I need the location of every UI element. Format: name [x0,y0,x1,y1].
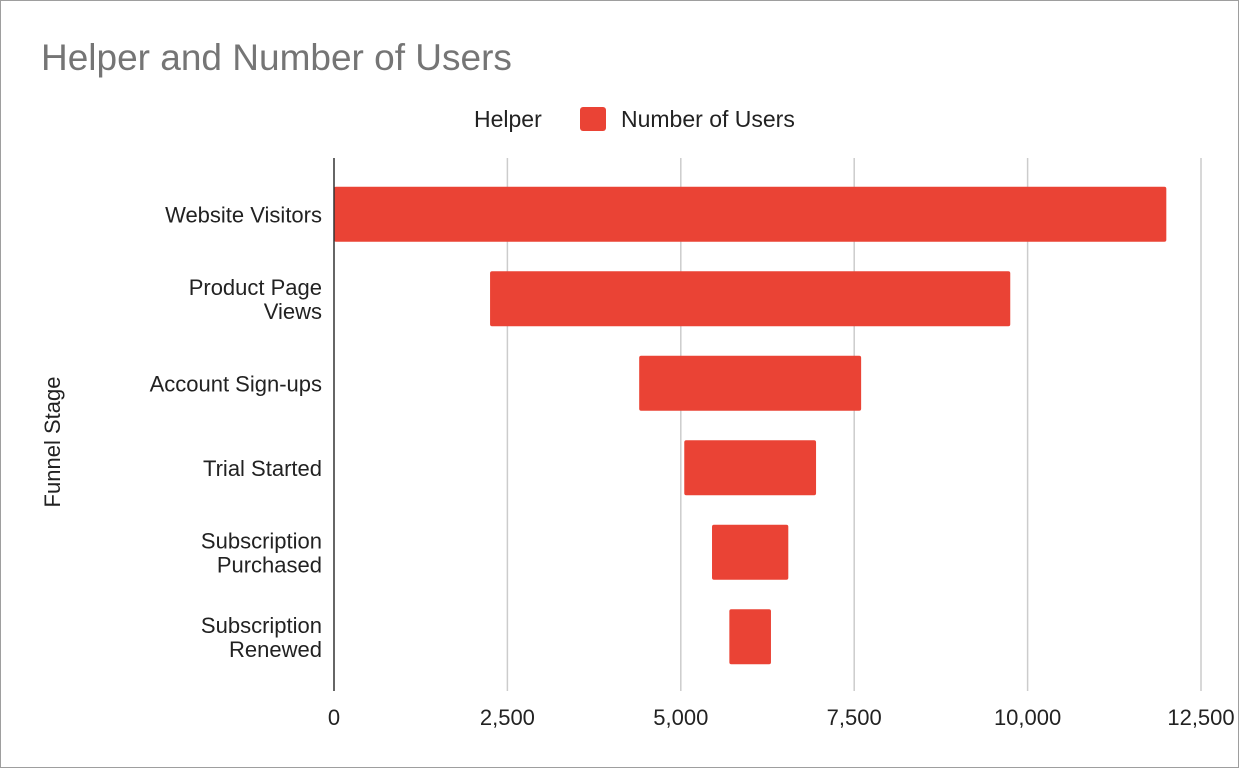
legend-swatch-number-of-users [580,107,606,131]
bar-number-of-users [490,271,1011,327]
category-label: Trial Started [203,456,322,481]
x-tick-label: 12,500 [1167,705,1234,730]
bar-number-of-users [334,186,1167,242]
bar-number-of-users [712,524,789,580]
x-tick-label: 2,500 [480,705,535,730]
category-label: Subscription Purchased [201,528,322,577]
x-tick-label: 0 [328,705,340,730]
category-label: Subscription Renewed [201,613,322,662]
chart-title: Helper and Number of Users [41,37,512,78]
legend: Helper Number of Users [1,104,1239,134]
category-label: Account Sign-ups [150,371,322,396]
bar-number-of-users [729,609,771,665]
legend-label-number-of-users: Number of Users [621,106,795,132]
x-tick-label: 5,000 [653,705,708,730]
legend-label-helper: Helper [474,106,542,132]
category-label: Product Page Views [189,275,322,324]
x-tick-label: 10,000 [994,705,1061,730]
bar-number-of-users [639,355,862,411]
bar-number-of-users [684,440,817,496]
x-tick-label: 7,500 [827,705,882,730]
category-label: Website Visitors [165,202,322,227]
